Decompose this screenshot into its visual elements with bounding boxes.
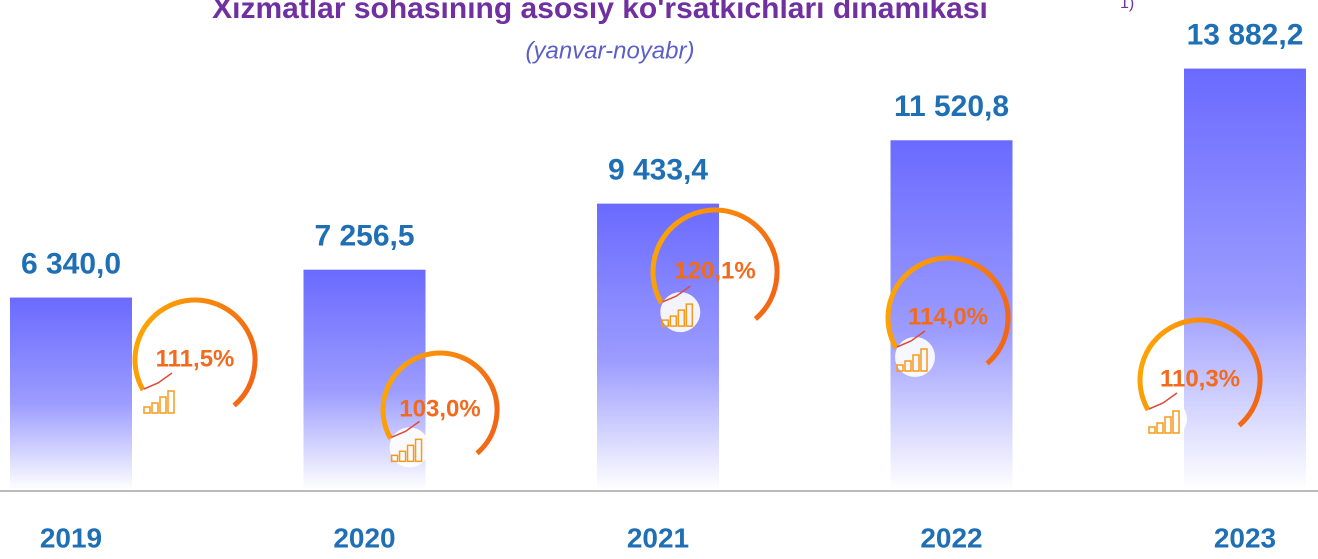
growth-ring [380, 350, 500, 470]
x-tick-label: 2019 [40, 522, 102, 553]
growth-label: 114,0% [908, 303, 988, 330]
icon-bar [904, 360, 912, 372]
icon-bar [677, 309, 686, 327]
growth-ring [1137, 317, 1263, 443]
bar [890, 140, 1013, 491]
x-tick-label: 2022 [920, 522, 982, 553]
icon-bar [669, 315, 678, 327]
chart-title: Xizmatlar sohasining asosiy ko'rsatkichl… [212, 0, 988, 25]
growth-label: 120,1% [674, 257, 755, 284]
icon-arrow [143, 372, 173, 390]
value-label: 11 520,8 [894, 90, 1009, 123]
x-tick-label: 2020 [333, 522, 395, 553]
value-label: 6 340,0 [21, 247, 121, 280]
icon-bar [151, 402, 159, 414]
icon-bar [167, 390, 175, 414]
icon-bar [912, 354, 920, 372]
icon-bar [398, 450, 407, 463]
icon-bar [896, 364, 904, 372]
icon-bar [406, 444, 415, 463]
bar [1184, 68, 1306, 490]
icon-arrow [1148, 392, 1178, 410]
icon-bar [1156, 422, 1164, 434]
icon-bar [1148, 426, 1156, 434]
growth-label: 111,5% [156, 345, 235, 372]
icon-bar [143, 406, 151, 414]
icon-bar [390, 454, 399, 463]
growth-ring [650, 207, 780, 337]
x-tick-label: 2021 [627, 522, 689, 553]
icon-bar [414, 438, 423, 463]
growth-label: 103,0% [399, 395, 480, 422]
icon-bar [1172, 410, 1180, 434]
growth-ring [885, 255, 1011, 381]
icon-arrow [391, 420, 420, 439]
bar [10, 297, 132, 490]
value-label: 13 882,2 [1187, 18, 1304, 51]
icon-bar [661, 319, 670, 327]
icon-bar [920, 348, 928, 372]
icon-bar [159, 396, 167, 414]
growth-label: 110,3% [1160, 365, 1240, 392]
growth-ring [132, 297, 258, 423]
title-note: 1) [1120, 0, 1134, 12]
icon-arrow [896, 330, 926, 348]
x-tick-label: 2023 [1214, 522, 1276, 553]
value-label: 9 433,4 [608, 154, 708, 187]
chart-subtitle: (yanvar-noyabr) [526, 37, 695, 64]
icon-bar [685, 303, 694, 327]
icon-bar [1164, 416, 1172, 434]
icon-arrow [662, 285, 691, 303]
value-label: 7 256,5 [314, 220, 414, 253]
